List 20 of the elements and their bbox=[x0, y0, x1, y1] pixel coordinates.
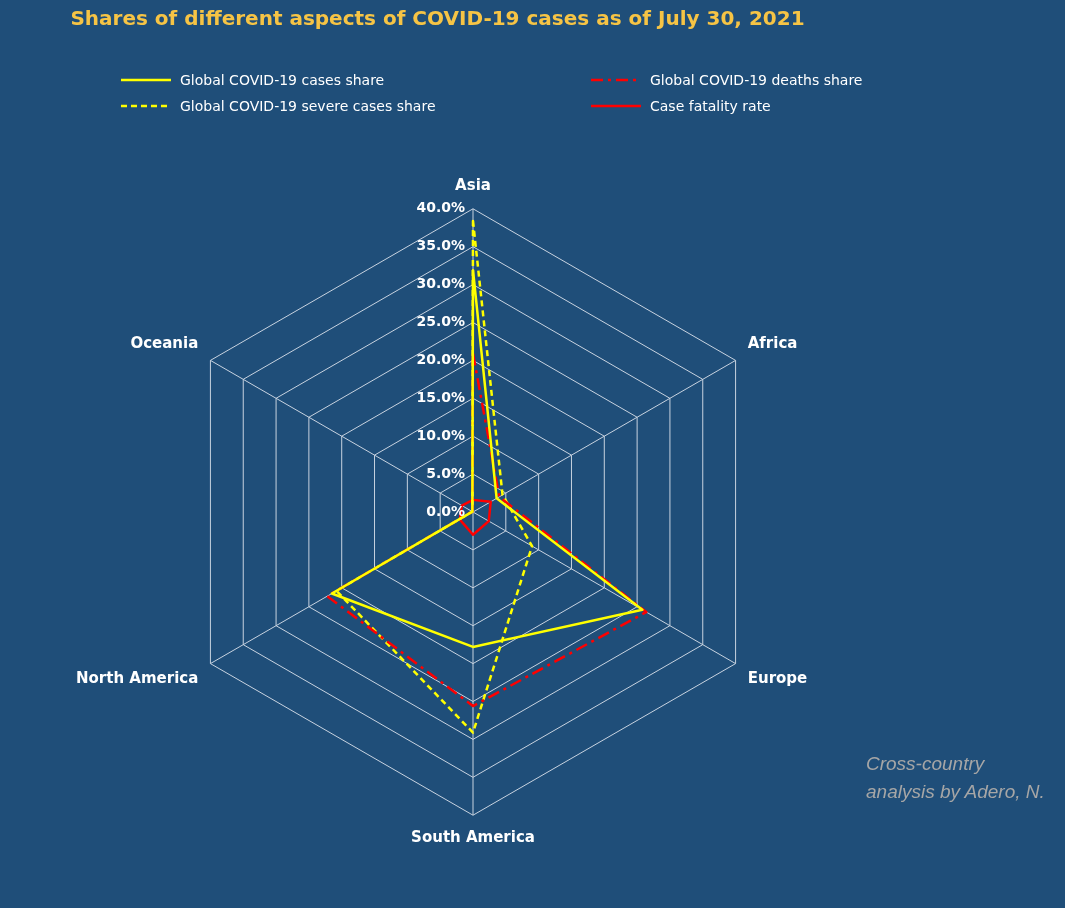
legend-label: Case fatality rate bbox=[650, 98, 771, 114]
y-tick-label: 35.0% bbox=[416, 237, 465, 254]
y-tick-label: 20.0% bbox=[416, 351, 465, 368]
text: Cross-country analysis by Adero, N. bbox=[866, 752, 1046, 804]
legend-label: Global COVID-19 cases share bbox=[180, 72, 385, 88]
y-tick-label: 25.0% bbox=[416, 313, 465, 330]
spoke-label: Oceania bbox=[130, 334, 199, 353]
spoke-label: Africa bbox=[747, 334, 798, 353]
y-tick-label: 40.0% bbox=[416, 199, 465, 216]
spoke-label: Europe bbox=[747, 669, 808, 688]
spoke-label: North America bbox=[76, 669, 199, 688]
spoke-label: Asia bbox=[455, 175, 491, 194]
y-tick-label: 15.0% bbox=[416, 388, 465, 405]
spoke-label: South America bbox=[411, 828, 535, 847]
chart-title: Shares of different aspects of COVID-19 cases as of July 30, 2021 bbox=[70, 6, 805, 31]
legend-label: Global COVID-19 deaths share bbox=[650, 72, 863, 88]
y-tick-label: 10.0% bbox=[416, 426, 465, 443]
y-tick-label: 30.0% bbox=[416, 275, 465, 292]
legend-label: Global COVID-19 severe cases share bbox=[180, 98, 436, 114]
y-tick-label: 5.0% bbox=[426, 464, 465, 481]
